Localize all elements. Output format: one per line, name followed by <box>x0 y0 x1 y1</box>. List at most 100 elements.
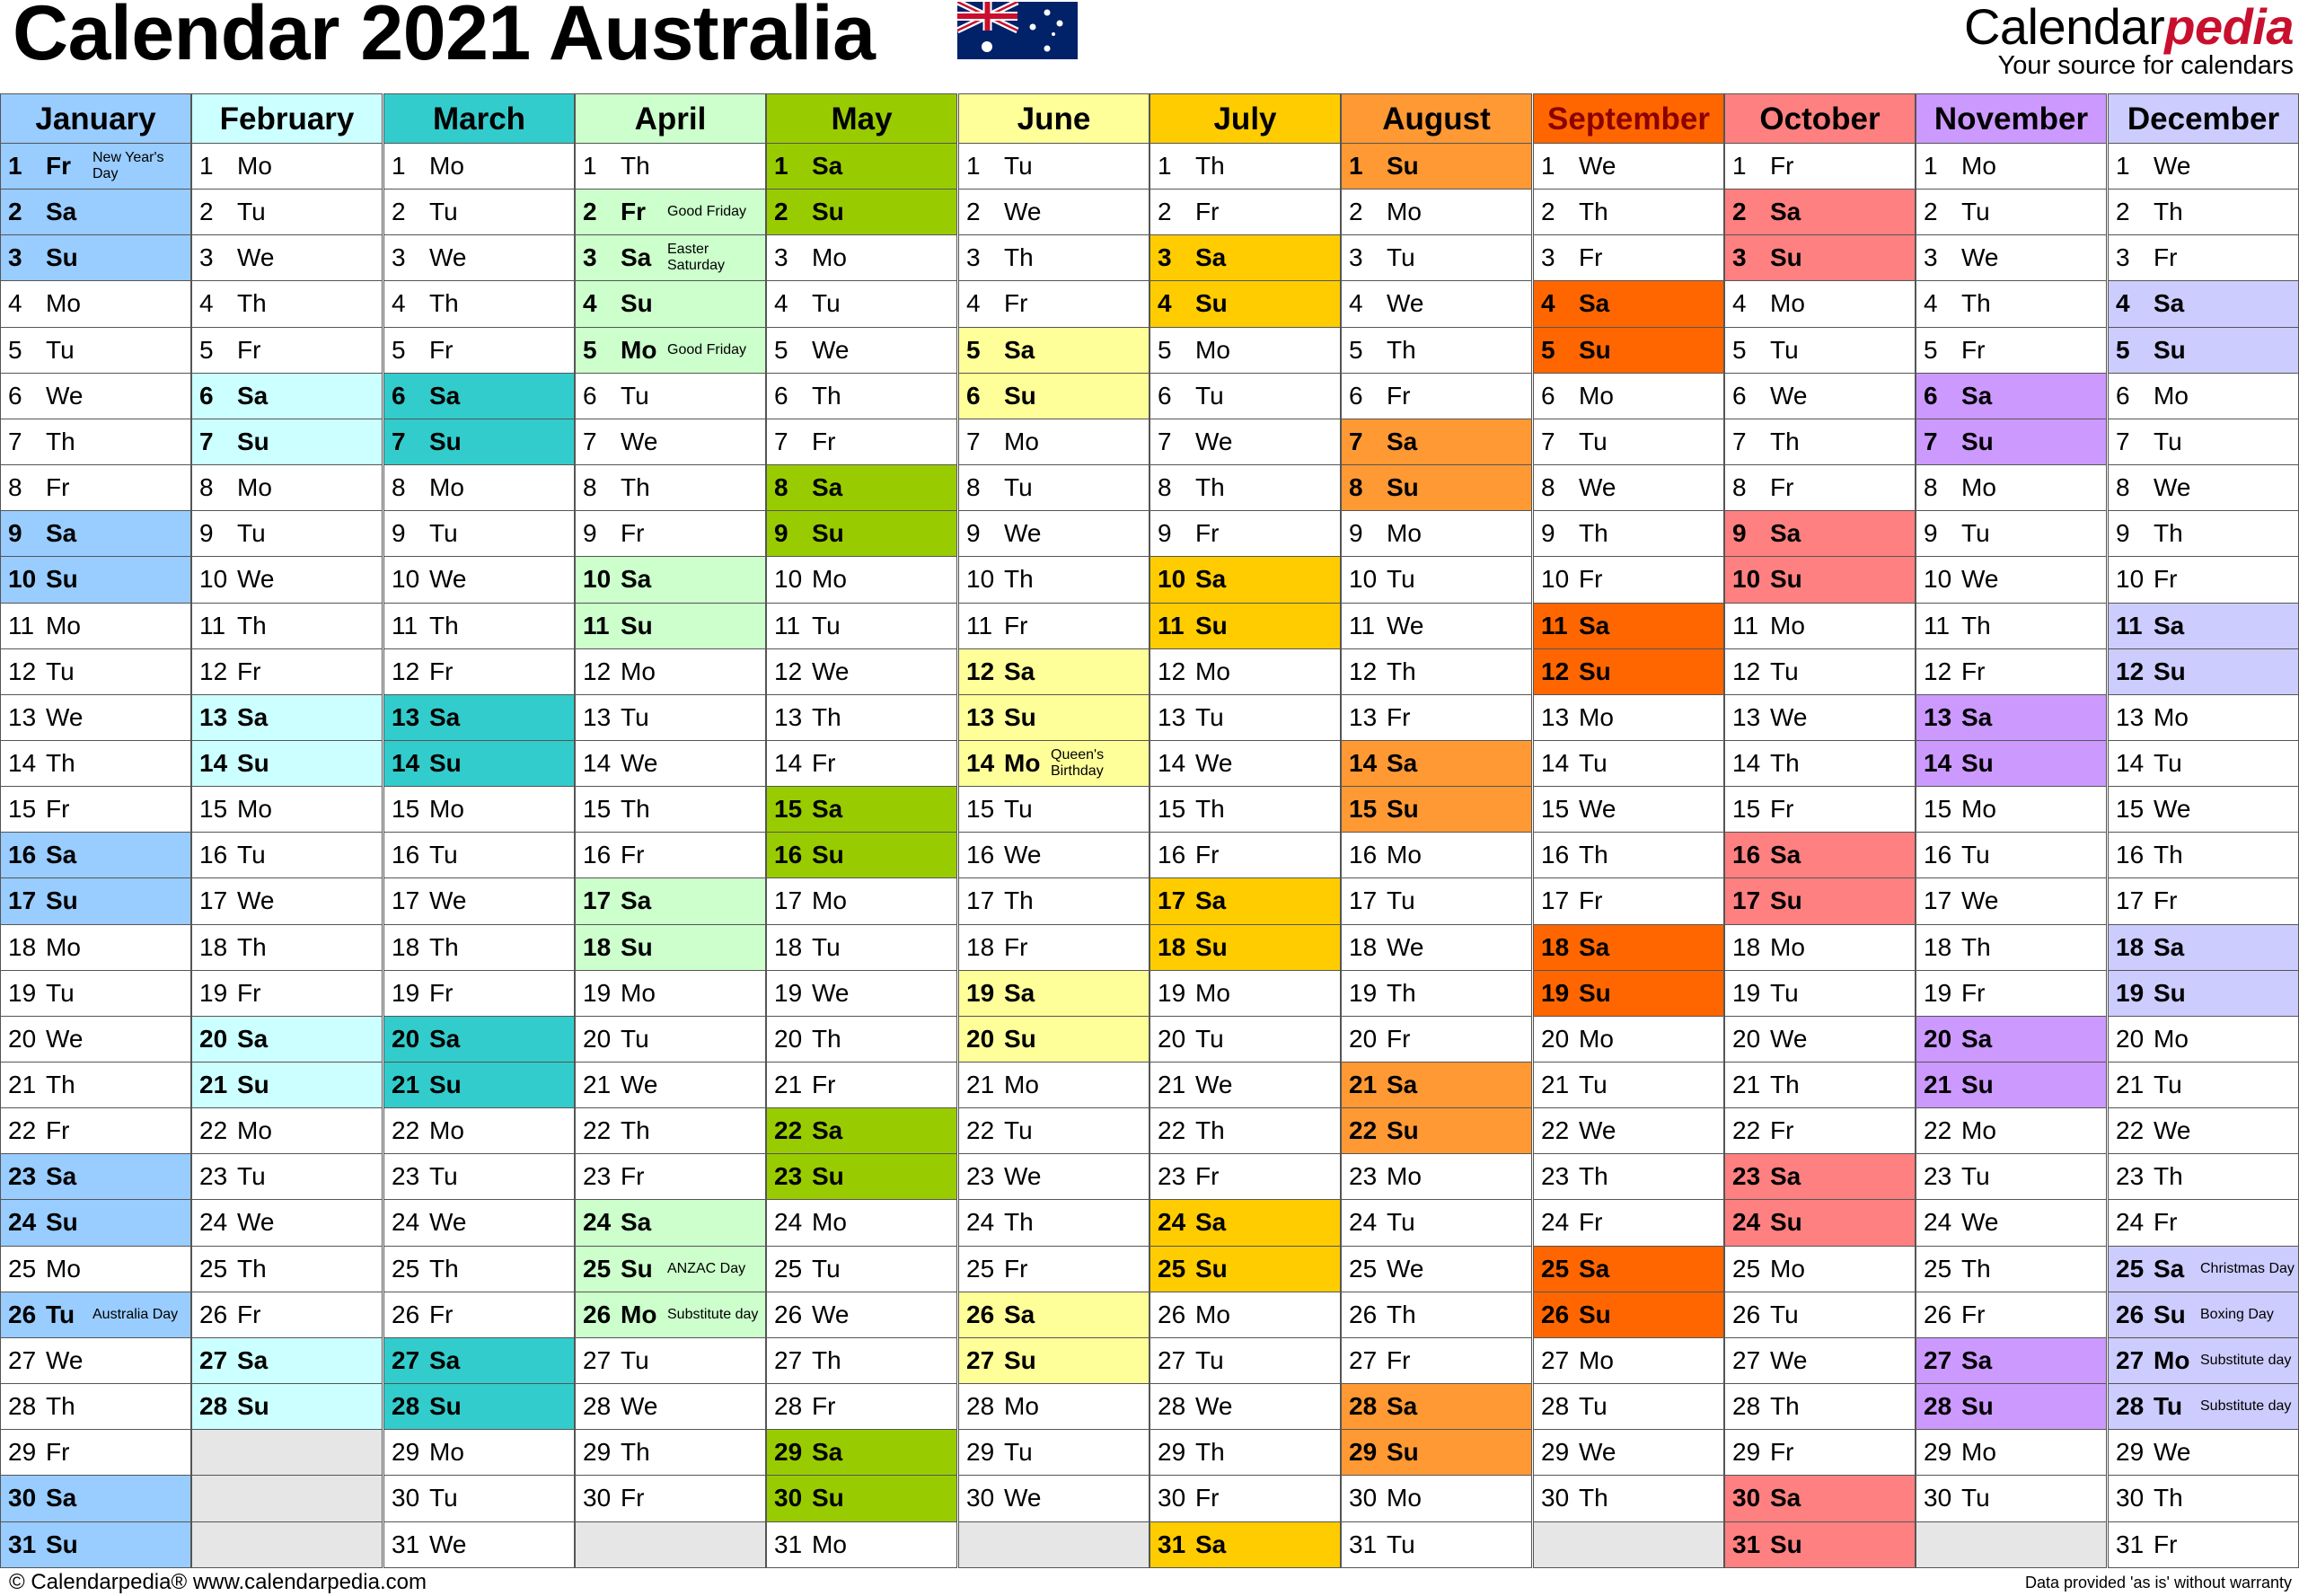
weekday-label: Su <box>621 933 653 961</box>
day-number: 9 <box>199 519 214 547</box>
day-number: 13 <box>1924 703 1952 731</box>
day-cell: 12 Mo <box>1150 649 1341 695</box>
weekday-label: We <box>812 336 850 364</box>
day-number: 24 <box>1924 1208 1952 1236</box>
weekday-label: Sa <box>237 1346 269 1374</box>
day-cell: 29 Mo <box>1916 1430 2107 1476</box>
weekday-label: Th <box>2154 841 2183 869</box>
day-cell: 30 Sa <box>0 1476 191 1522</box>
day-cell: 4 Su <box>575 281 766 328</box>
weekday-label: Tu <box>46 1301 75 1328</box>
day-cell: 9 Th <box>2108 511 2299 557</box>
day-number: 17 <box>1349 886 1378 914</box>
day-number: 20 <box>2116 1025 2145 1053</box>
day-cell: 10 Su <box>0 557 191 604</box>
day-number: 12 <box>1541 657 1570 685</box>
day-number: 9 <box>774 519 788 547</box>
day-number: 23 <box>1732 1162 1761 1190</box>
month-header: July <box>1150 93 1341 144</box>
day-number: 3 <box>199 243 214 271</box>
weekday-label: Th <box>1579 1162 1608 1190</box>
day-cell: 8 Mo <box>383 465 575 511</box>
day-number: 12 <box>1924 657 1952 685</box>
weekday-label: Sa <box>1195 886 1227 914</box>
day-cell: 15 We <box>2108 787 2299 833</box>
day-cell: 31 Tu <box>1341 1522 1532 1568</box>
weekday-label: We <box>621 428 658 455</box>
weekday-label: Th <box>1195 473 1225 501</box>
weekday-label: Fr <box>812 1071 836 1098</box>
weekday-label: Mo <box>429 795 464 823</box>
day-number: 6 <box>1924 382 1938 410</box>
weekday-label: Th <box>237 612 267 639</box>
day-cell: 12 Fr <box>1916 649 2107 695</box>
day-number: 17 <box>1158 886 1186 914</box>
day-cell: 24 Sa <box>575 1200 766 1247</box>
day-cell: 7 Tu <box>2108 419 2299 465</box>
day-number: 19 <box>1732 979 1761 1007</box>
day-number: 15 <box>583 795 612 823</box>
day-number: 16 <box>1541 841 1570 869</box>
day-number: 6 <box>1349 382 1363 410</box>
weekday-label: Su <box>621 289 653 317</box>
day-cell: 18 Su <box>1150 925 1341 971</box>
day-cell: 28 Su <box>191 1384 383 1430</box>
day-cell: 11 Tu <box>766 604 957 649</box>
day-cell: 14 Su <box>191 741 383 787</box>
weekday-label: Tu <box>621 1346 649 1374</box>
weekday-label: Su <box>1195 289 1228 317</box>
weekday-label: Su <box>1770 1208 1802 1236</box>
weekday-label: Tu <box>429 841 458 869</box>
day-cell: 9 Tu <box>191 511 383 557</box>
day-number: 6 <box>1732 382 1747 410</box>
day-number: 12 <box>583 657 612 685</box>
day-cell: 10 We <box>383 557 575 604</box>
day-cell: 2 Th <box>2108 190 2299 235</box>
day-number: 2 <box>1732 198 1747 225</box>
day-cell: 24 We <box>191 1200 383 1247</box>
weekday-label: Tu <box>1387 565 1415 593</box>
day-number: 2 <box>392 198 406 225</box>
weekday-label: Th <box>621 1438 650 1466</box>
day-cell: 25 We <box>1341 1247 1532 1292</box>
weekday-label: Fr <box>1770 473 1794 501</box>
weekday-label: Mo <box>1195 979 1230 1007</box>
weekday-label: We <box>1387 289 1424 317</box>
weekday-label: Fr <box>2154 565 2178 593</box>
day-cell: 3 We <box>191 235 383 281</box>
day-number: 28 <box>8 1392 37 1420</box>
day-number: 21 <box>1541 1071 1570 1098</box>
day-cell: 5 Sa <box>958 328 1150 374</box>
weekday-label: We <box>1387 1255 1424 1283</box>
day-cell: 17 We <box>1916 878 2107 925</box>
day-number: 21 <box>1158 1071 1186 1098</box>
weekday-label: Mo <box>2154 382 2189 410</box>
day-number: 18 <box>1732 933 1761 961</box>
weekday-label: Su <box>1770 565 1802 593</box>
weekday-label: Th <box>621 152 650 180</box>
day-cell: 30 We <box>958 1476 1150 1522</box>
day-cell: 27 Fr <box>1341 1338 1532 1384</box>
weekday-label: Sa <box>1579 933 1610 961</box>
weekday-label: Mo <box>2154 1346 2190 1374</box>
weekday-label: Mo <box>1770 933 1805 961</box>
day-number: 20 <box>1541 1025 1570 1053</box>
day-cell: 14 Th <box>1724 741 1916 787</box>
day-number: 6 <box>392 382 406 410</box>
day-cell: 26 Su Boxing Day <box>2108 1292 2299 1338</box>
day-number: 7 <box>199 428 214 455</box>
day-number: 17 <box>199 886 228 914</box>
day-number: 4 <box>1924 289 1938 317</box>
weekday-label: Su <box>1387 1116 1419 1144</box>
weekday-label: Sa <box>1387 749 1418 777</box>
day-number: 28 <box>1732 1392 1761 1420</box>
day-cell: 11 We <box>1341 604 1532 649</box>
day-number: 19 <box>8 979 37 1007</box>
day-number: 1 <box>1541 152 1555 180</box>
day-cell: 2 Mo <box>1341 190 1532 235</box>
day-cell: 9 Sa <box>0 511 191 557</box>
day-number: 1 <box>774 152 788 180</box>
day-cell: 29 Sa <box>766 1430 957 1476</box>
day-number: 4 <box>966 289 981 317</box>
day-number: 23 <box>1924 1162 1952 1190</box>
